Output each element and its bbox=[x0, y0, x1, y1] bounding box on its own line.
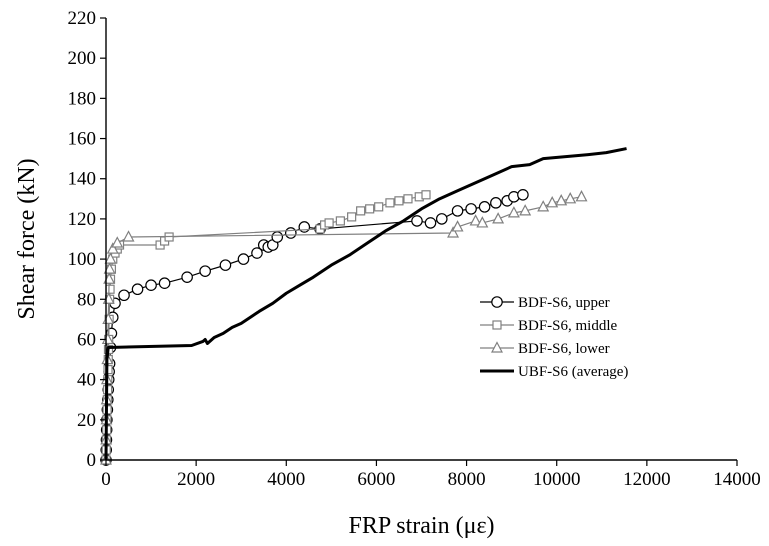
y-tick-label: 0 bbox=[87, 450, 97, 471]
legend-item-upper: BDF-S6, upper bbox=[480, 295, 610, 311]
axes-layer: 0 20 40 60 80 100 120 140 160 180 200 220 0 2000 4000 6… bbox=[68, 8, 761, 490]
series-ubf-average bbox=[104, 147, 627, 461]
data-point-lower bbox=[451, 220, 464, 232]
data-point-lower bbox=[469, 214, 482, 226]
data-point-middle bbox=[394, 196, 404, 206]
data-point-lower bbox=[103, 262, 116, 274]
data-point-lower bbox=[537, 200, 550, 212]
data-point-upper bbox=[451, 205, 464, 217]
y-tick-label: 40 bbox=[77, 370, 96, 391]
data-point-upper bbox=[411, 215, 423, 227]
data-point-lower bbox=[111, 236, 124, 248]
data-point-upper bbox=[478, 201, 491, 213]
data-point-middle bbox=[324, 218, 334, 228]
data-point-upper bbox=[131, 283, 144, 296]
series-upper bbox=[100, 189, 529, 466]
data-point-upper bbox=[145, 279, 157, 292]
x-tick-label: 12000 bbox=[623, 469, 671, 490]
data-point-middle bbox=[356, 206, 366, 216]
x-tick-label: 0 bbox=[101, 469, 111, 490]
data-point-upper bbox=[424, 217, 437, 229]
data-point-lower bbox=[575, 190, 588, 202]
y-tick-label: 180 bbox=[68, 88, 97, 109]
legend-label: BDF-S6, middle bbox=[518, 318, 618, 334]
data-point-lower bbox=[106, 242, 119, 254]
series-layer bbox=[100, 147, 627, 466]
data-point-lower bbox=[555, 194, 568, 206]
data-point-lower bbox=[507, 206, 520, 218]
x-axis-title: FRP strain (με) bbox=[348, 513, 494, 539]
data-point-upper bbox=[158, 277, 171, 289]
x-tick-label: 4000 bbox=[267, 469, 305, 490]
data-point-lower bbox=[546, 196, 559, 208]
legend-item-lower: BDF-S6, lower bbox=[480, 341, 610, 357]
x-tick-label: 6000 bbox=[357, 469, 395, 490]
y-tick-label: 20 bbox=[77, 410, 96, 431]
data-point-upper bbox=[490, 197, 502, 209]
data-point-upper bbox=[435, 213, 448, 225]
data-point-upper bbox=[219, 259, 232, 271]
legend-item-ubf-average: UBF-S6 (average) bbox=[480, 364, 628, 380]
data-point-lower bbox=[564, 192, 577, 204]
x-tick-label: 10000 bbox=[533, 469, 581, 490]
data-point-upper bbox=[237, 253, 250, 265]
data-point-lower bbox=[104, 252, 117, 264]
data-point-upper bbox=[517, 189, 529, 201]
legend-swatch-marker bbox=[491, 296, 503, 308]
data-point-upper bbox=[465, 203, 477, 215]
data-point-upper bbox=[118, 289, 130, 302]
y-tick-label: 160 bbox=[68, 129, 97, 150]
data-point-upper bbox=[284, 227, 297, 239]
y-axis-title: Shear force (kN) bbox=[14, 158, 40, 319]
data-point-middle bbox=[403, 194, 413, 204]
legend-item-middle: BDF-S6, middle bbox=[480, 318, 618, 334]
series-lower bbox=[100, 190, 588, 465]
legend-label: UBF-S6 (average) bbox=[518, 364, 628, 380]
data-point-middle bbox=[365, 204, 375, 214]
series-middle bbox=[101, 190, 431, 465]
x-tick-label: 8000 bbox=[448, 469, 486, 490]
data-point-lower bbox=[476, 216, 489, 228]
data-point-lower bbox=[519, 204, 532, 216]
data-point-lower bbox=[492, 212, 505, 224]
data-point-middle bbox=[347, 212, 357, 222]
legend-swatch-marker bbox=[491, 341, 503, 353]
legend-label: BDF-S6, lower bbox=[518, 341, 610, 357]
data-point-upper bbox=[181, 271, 193, 283]
y-tick-label: 120 bbox=[68, 209, 97, 230]
data-point-middle bbox=[385, 198, 395, 208]
series-line-lower bbox=[105, 196, 582, 461]
legend-swatch-marker bbox=[492, 320, 502, 330]
legend: BDF-S6, upper BDF-S6, middle BDF-S6, lower… bbox=[480, 295, 628, 380]
data-point-middle bbox=[335, 216, 345, 226]
y-tick-label: 100 bbox=[68, 249, 97, 270]
y-tick-label: 140 bbox=[68, 169, 97, 190]
x-tick-label: 14000 bbox=[713, 469, 761, 490]
y-tick-label: 80 bbox=[77, 289, 96, 310]
data-point-lower bbox=[447, 226, 460, 238]
data-point-middle bbox=[374, 202, 384, 212]
data-point-middle bbox=[105, 284, 115, 294]
series-line-ubf-average bbox=[104, 147, 627, 461]
data-point-upper bbox=[298, 221, 311, 233]
y-tick-label: 220 bbox=[68, 8, 97, 29]
legend-label: BDF-S6, upper bbox=[518, 295, 610, 311]
data-point-middle bbox=[421, 190, 431, 200]
y-tick-label: 60 bbox=[77, 329, 96, 350]
data-point-lower bbox=[122, 230, 135, 242]
x-tick-label: 2000 bbox=[177, 469, 215, 490]
y-tick-label: 200 bbox=[68, 48, 97, 69]
data-point-upper bbox=[199, 265, 211, 277]
data-point-upper bbox=[271, 231, 284, 243]
data-point-upper bbox=[251, 247, 263, 259]
